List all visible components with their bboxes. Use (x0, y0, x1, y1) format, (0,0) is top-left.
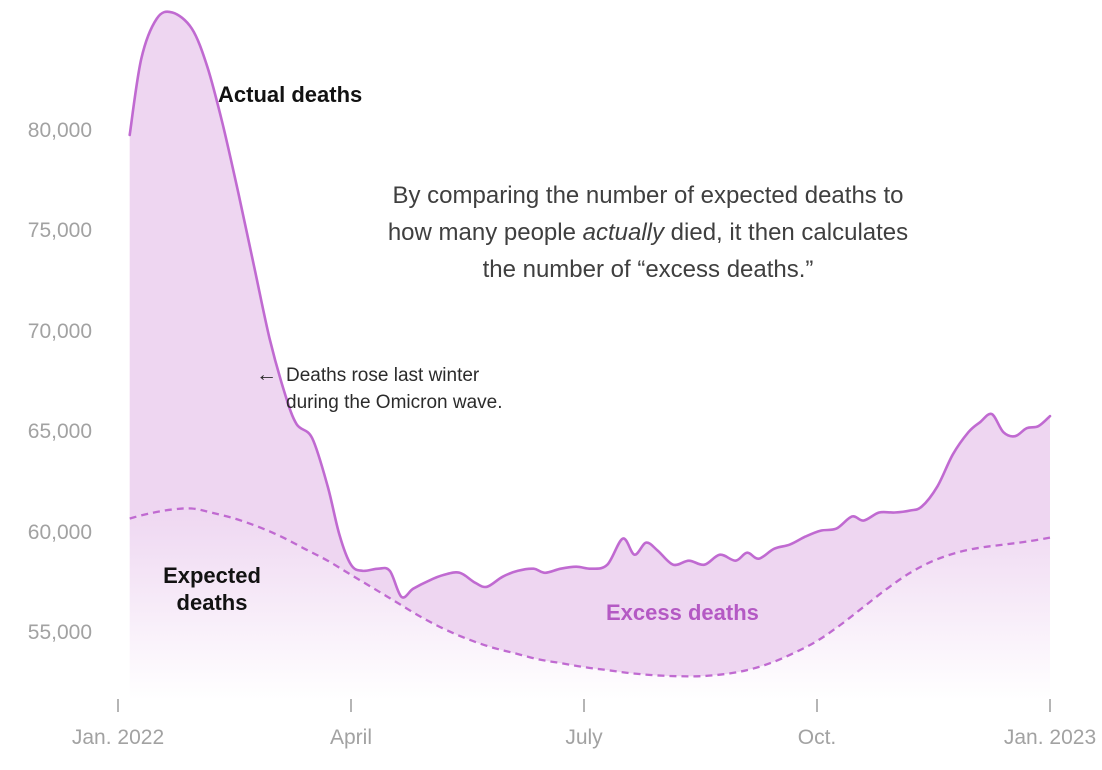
x-tick-label: Jan. 2023 (1003, 726, 1097, 749)
x-tick-label: April (329, 726, 373, 749)
expected-deaths-label: Expected deaths (163, 563, 261, 615)
y-tick-label: 80,000 (27, 119, 92, 142)
expected-deaths-line (129, 507, 1051, 678)
intro-line-1: By comparing the number of expected deat… (392, 182, 904, 209)
annotation-text: Deaths rose last winter during the Omicr… (286, 365, 503, 413)
y-tick-label: 60,000 (27, 520, 92, 544)
intro-line-2-post: died, it then calculates (664, 219, 909, 246)
x-tick-label: Oct. (797, 726, 837, 749)
actual-deaths-line (128, 10, 1052, 599)
x-tick-label: July (565, 726, 603, 749)
intro-line-3: the number of “excess deaths.” (482, 256, 814, 283)
y-tick-label: 55,000 (27, 621, 92, 644)
y-tick-label: 70,000 (27, 319, 92, 343)
intro-line-2-emphasis: actually (582, 219, 664, 246)
actual-deaths-label: Actual deaths (218, 82, 363, 107)
expected-baseline-fill (129, 508, 1050, 702)
y-tick-label: 75,000 (27, 219, 92, 243)
omicron-annotation: ← Deaths rose last winter during the Omi… (256, 362, 521, 416)
intro-text: By comparing the number of expected deat… (271, 177, 1025, 288)
x-tick-label: Jan. 2022 (71, 726, 165, 749)
y-tick-label: 65,000 (27, 420, 92, 444)
intro-line-2-pre: how many people (387, 219, 583, 246)
left-arrow-icon: ← (256, 363, 277, 386)
excess-deaths-label: Excess deaths (606, 600, 759, 625)
